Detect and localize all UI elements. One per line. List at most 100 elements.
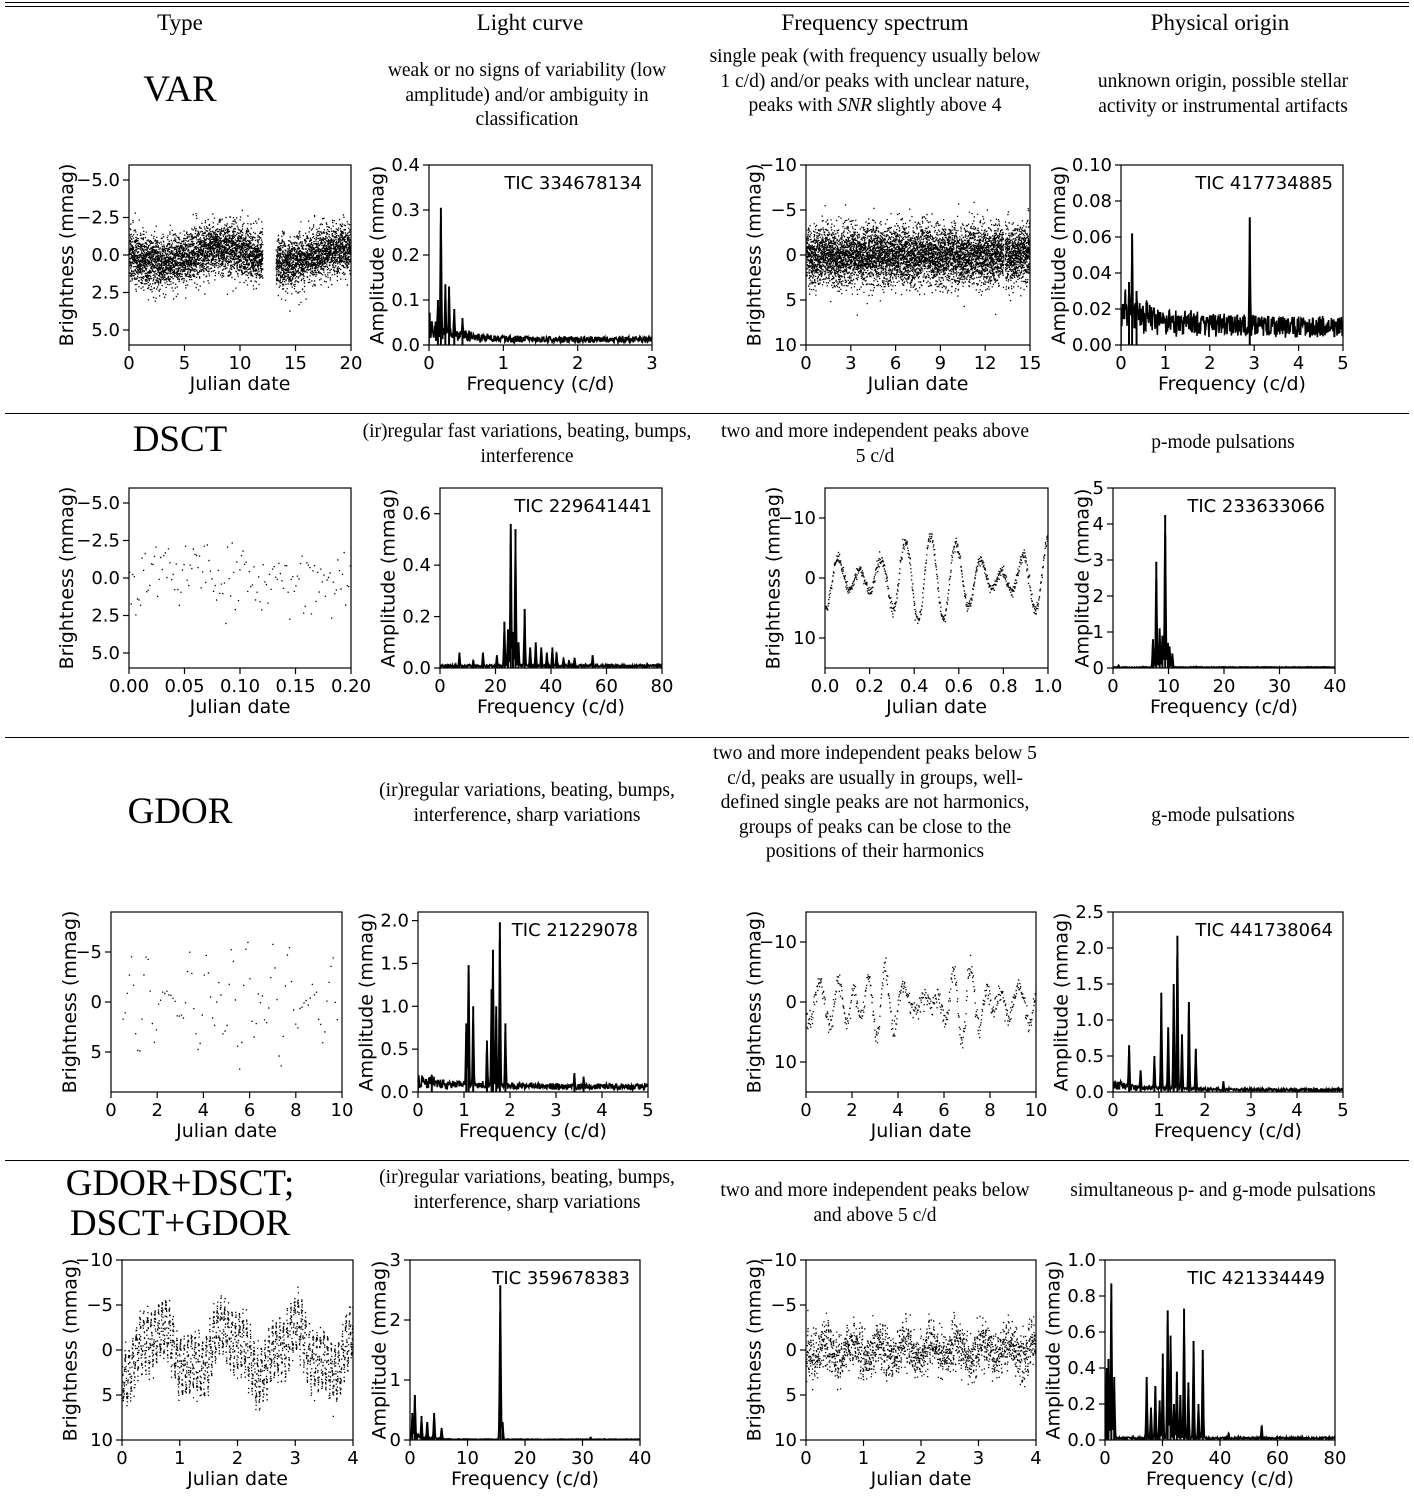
tic-label: TIC 229641441 xyxy=(513,496,652,517)
light-curve-plot: 0.00 0.05 0.10 0.15 0.20 −5.0 −2.5 0.0 2.5 5.0 Jul… xyxy=(56,487,371,718)
y-tick-label: −5 xyxy=(86,1295,113,1316)
y-tick-label: 5 xyxy=(786,1385,797,1406)
y-tick-label: 0.2 xyxy=(402,607,431,628)
x-tick-label: 4 xyxy=(1293,353,1304,374)
y-tick-label: 10 xyxy=(774,335,797,356)
x-tick-label: 10 xyxy=(456,1448,479,1469)
x-tick-label: 1 xyxy=(174,1448,185,1469)
y-axis-label: Brightness (mmag) xyxy=(763,487,785,670)
header-frequency-spectrum: Frequency spectrum xyxy=(781,10,969,35)
y-tick-label: 3 xyxy=(390,1250,401,1271)
x-tick-label: 2 xyxy=(504,1100,515,1121)
y-tick-label: 5.0 xyxy=(91,643,120,664)
x-tick-label: 0 xyxy=(1107,1100,1118,1121)
y-tick-label: −10 xyxy=(759,155,797,176)
y-tick-label: 0.2 xyxy=(1067,1394,1096,1415)
y-tick-label: 2 xyxy=(1093,586,1104,607)
spectrum-line xyxy=(440,531,662,668)
x-tick-label: 2 xyxy=(1204,353,1215,374)
data-points xyxy=(129,542,351,625)
x-tick-label: 0 xyxy=(412,1100,423,1121)
plot-area xyxy=(122,941,338,1070)
x-tick-label: 0 xyxy=(116,1448,127,1469)
type-label: DSCT xyxy=(132,419,228,460)
frequency-spectrum-description: two and more independent peaks below 5 c… xyxy=(713,743,1037,862)
x-axis-label: Frequency (c/d) xyxy=(477,696,625,718)
y-axis-label: Brightness (mmag) xyxy=(56,487,78,670)
tic-label: TIC 233633066 xyxy=(1186,496,1325,517)
type-label: GDOR+DSCT; DSCT+GDOR xyxy=(55,1164,305,1244)
x-tick-label: 8 xyxy=(290,1100,301,1121)
light-curve-plot: 0 1 2 3 4 −10 −5 0 5 10 Julian date Brightness (mma… xyxy=(60,1250,359,1490)
x-axis-label: Julian date xyxy=(189,696,291,718)
plot-area xyxy=(806,1309,1036,1391)
x-tick-label: 1 xyxy=(858,1448,869,1469)
y-tick-label: 10 xyxy=(793,628,816,649)
physical-origin-description: simultaneous p- and g-mode pulsations xyxy=(1070,1180,1376,1201)
y-axis-label: Amplitude (mmag) xyxy=(367,166,389,345)
plot-area xyxy=(440,524,662,668)
x-tick-label: 0.20 xyxy=(331,676,371,697)
type-label: VAR xyxy=(143,69,217,110)
x-axis-label: Frequency (c/d) xyxy=(467,373,615,395)
spectrum-line xyxy=(1105,1296,1335,1440)
y-tick-label: 0 xyxy=(786,245,797,266)
row-separator xyxy=(5,413,1409,414)
y-axis-label: Amplitude (mmag) xyxy=(1048,166,1070,345)
data-points xyxy=(129,209,351,312)
y-axis-label: Brightness (mmag) xyxy=(56,164,78,347)
y-tick-label: −5.0 xyxy=(76,170,120,191)
plot-area xyxy=(129,542,351,625)
amplitude-spectrum-plot: TIC 233633066 0 10 20 30 40 0 1 2 3 4 5 Frequency (c… xyxy=(1072,478,1347,718)
y-tick-label: 1.5 xyxy=(380,953,409,974)
x-tick-label: 0.0 xyxy=(811,676,840,697)
snr-term: SNR xyxy=(837,95,873,116)
spectrum-line xyxy=(410,1308,640,1440)
x-tick-label: 0 xyxy=(1115,353,1126,374)
x-tick-label: 0.2 xyxy=(855,676,884,697)
x-tick-label: 0.4 xyxy=(900,676,929,697)
plot-frame xyxy=(1120,164,1344,346)
x-tick-label: 5 xyxy=(1337,1100,1348,1121)
plot-area xyxy=(1113,515,1335,668)
x-tick-label: 2 xyxy=(846,1100,857,1121)
y-tick-label: 0.10 xyxy=(1072,155,1112,176)
x-tick-label: 6 xyxy=(938,1100,949,1121)
y-axis-label: Amplitude (mmag) xyxy=(356,913,378,1092)
x-tick-label: 0 xyxy=(800,353,811,374)
light-curve-plot: 0.0 0.2 0.4 0.6 0.8 1.0 −10 0 10 Julian date Brigh… xyxy=(763,487,1063,718)
x-tick-label: 4 xyxy=(347,1448,358,1469)
y-tick-label: 5 xyxy=(1093,478,1104,499)
x-tick-label: 60 xyxy=(1266,1448,1289,1469)
y-tick-label: 0.0 xyxy=(91,568,120,589)
y-tick-label: 10 xyxy=(774,1430,797,1451)
x-tick-label: 20 xyxy=(514,1448,537,1469)
plot-area xyxy=(122,1286,353,1417)
amplitude-spectrum-plot: TIC 441738064 0 1 2 3 4 5 0.0 0.5 1.0 1.5 2.0 2.5 Fre… xyxy=(1051,902,1349,1142)
header-type: Type xyxy=(157,10,203,35)
frequency-spectrum-description: two and more independent peaks below and… xyxy=(720,1180,1030,1226)
x-axis-label: Frequency (c/d) xyxy=(451,1468,599,1490)
y-tick-label: 0.0 xyxy=(1075,1082,1104,1103)
x-tick-label: 1.0 xyxy=(1034,676,1063,697)
x-tick-label: 40 xyxy=(629,1448,652,1469)
y-axis-label: Brightness (mmag) xyxy=(60,1259,82,1442)
spectrum-line xyxy=(1113,532,1335,668)
data-points xyxy=(122,1286,353,1417)
x-tick-label: 20 xyxy=(1213,676,1236,697)
x-axis-label: Frequency (c/d) xyxy=(1158,373,1306,395)
x-tick-label: 20 xyxy=(1151,1448,1174,1469)
y-tick-label: 2 xyxy=(390,1310,401,1331)
y-tick-label: 0.2 xyxy=(391,245,420,266)
x-tick-label: 0 xyxy=(105,1100,116,1121)
x-tick-label: 1 xyxy=(458,1100,469,1121)
x-axis-label: Julian date xyxy=(189,373,291,395)
x-tick-label: 0 xyxy=(800,1448,811,1469)
x-tick-label: 0.15 xyxy=(275,676,315,697)
data-points xyxy=(825,533,1048,624)
amplitude-spectrum-plot: TIC 21229078 0 1 2 3 4 5 0.0 0.5 1.0 1.5 2.0 Frequen… xyxy=(356,911,654,1142)
y-tick-label: 0 xyxy=(390,1430,401,1451)
amplitude-spectrum-plot: TIC 421334449 0 20 40 60 80 0.0 0.2 0.4 0.6 0.8 1.0… xyxy=(1043,1250,1347,1490)
x-axis-label: Julian date xyxy=(867,373,969,395)
y-tick-label: −5.0 xyxy=(76,493,120,514)
